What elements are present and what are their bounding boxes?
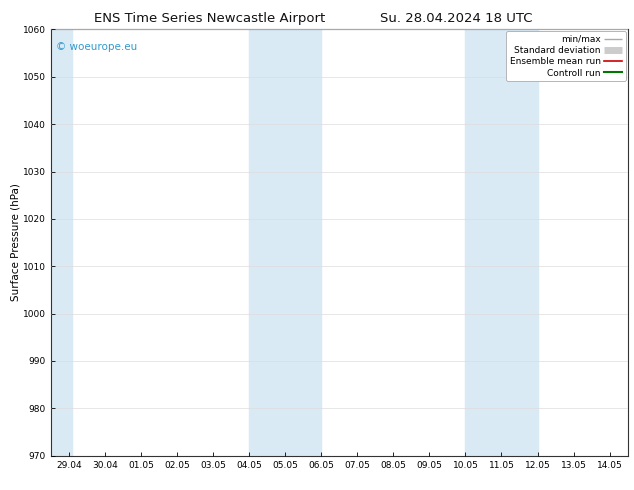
Bar [465,29,538,456]
Text: ENS Time Series Newcastle Airport: ENS Time Series Newcastle Airport [94,12,325,25]
Bar [51,29,72,456]
Y-axis label: Surface Pressure (hPa): Surface Pressure (hPa) [10,184,20,301]
Bar [249,29,321,456]
Text: © woeurope.eu: © woeurope.eu [56,42,138,52]
Legend: min/max, Standard deviation, Ensemble mean run, Controll run: min/max, Standard deviation, Ensemble me… [506,31,626,81]
Text: Su. 28.04.2024 18 UTC: Su. 28.04.2024 18 UTC [380,12,533,25]
